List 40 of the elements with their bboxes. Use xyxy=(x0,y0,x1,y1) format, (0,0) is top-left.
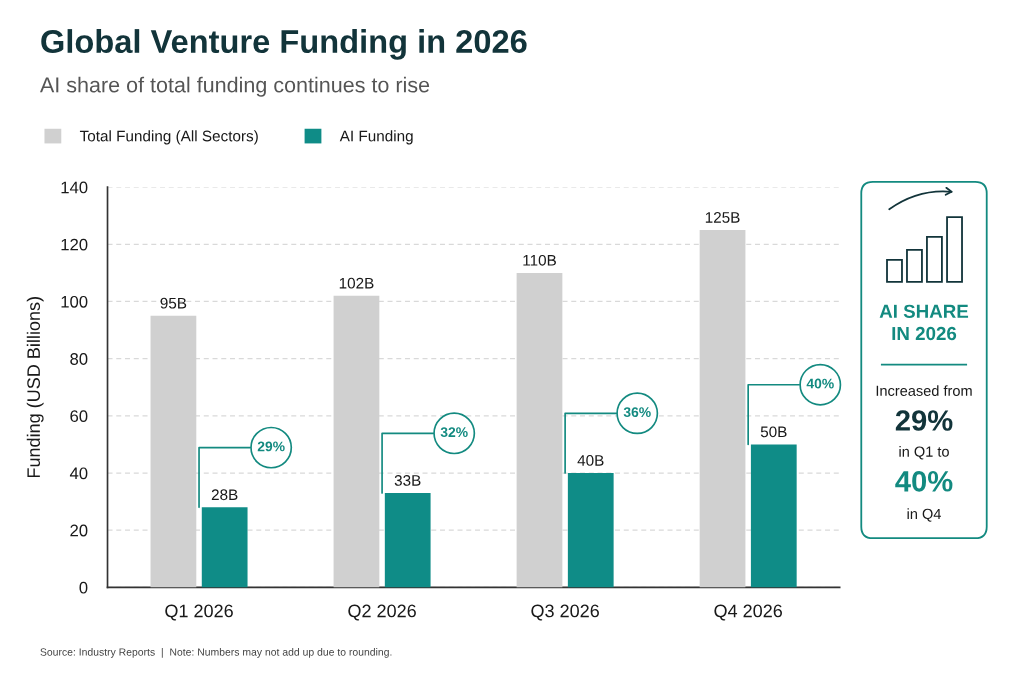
chart-subtitle: AI share of total funding continues to rise xyxy=(39,76,430,97)
data-label: 33B xyxy=(394,475,421,486)
annotation: 29% xyxy=(257,441,285,452)
data-label: 110B xyxy=(523,254,556,266)
bar xyxy=(750,444,797,588)
text: AI SHARE IN 2026 xyxy=(879,304,969,341)
text: 40% xyxy=(895,471,953,492)
annotation: 40% xyxy=(806,378,834,389)
text: in Q1 to xyxy=(899,446,949,460)
data-label: 50B xyxy=(760,426,787,438)
bar xyxy=(201,507,248,588)
bar xyxy=(567,473,614,588)
data-label: 102B xyxy=(339,277,374,289)
annotation: 32% xyxy=(440,427,468,438)
data-label: 40B xyxy=(577,455,604,466)
y-tick-label: 120 xyxy=(61,238,88,251)
y-tick-label: 20 xyxy=(70,524,88,537)
x-tick-label: Q4 2026 xyxy=(714,604,782,621)
y-tick-label: 40 xyxy=(69,467,88,480)
data-label: 125B xyxy=(705,212,740,223)
y-tick-label: 60 xyxy=(70,410,88,423)
bar xyxy=(384,493,431,588)
y-axis-title: Funding (USD Billions) xyxy=(26,297,44,478)
y-tick-label: 0 xyxy=(79,581,88,594)
text: 29% xyxy=(895,410,953,431)
text: in Q4 xyxy=(907,508,941,522)
legend-label: AI Funding xyxy=(339,130,413,145)
legend-label: Total Funding (All Sectors) xyxy=(79,130,258,145)
y-tick-label: 80 xyxy=(70,353,88,365)
x-tick-label: Q2 2026 xyxy=(348,604,416,621)
y-tick-label: 100 xyxy=(61,295,88,308)
annotation: 36% xyxy=(623,407,651,418)
y-tick-label: 140 xyxy=(61,181,88,194)
data-label: 95B xyxy=(160,297,187,309)
source-note: Source: Industry Reports | Note: Numbers may not add up due to rounding. xyxy=(40,648,392,658)
x-tick-label: Q1 2026 xyxy=(165,604,233,621)
data-label: 28B xyxy=(211,489,238,501)
chart-title: Global Venture Funding in 2026 xyxy=(41,29,527,60)
x-tick-label: Q3 2026 xyxy=(531,604,599,621)
text: Increased from xyxy=(876,385,972,396)
